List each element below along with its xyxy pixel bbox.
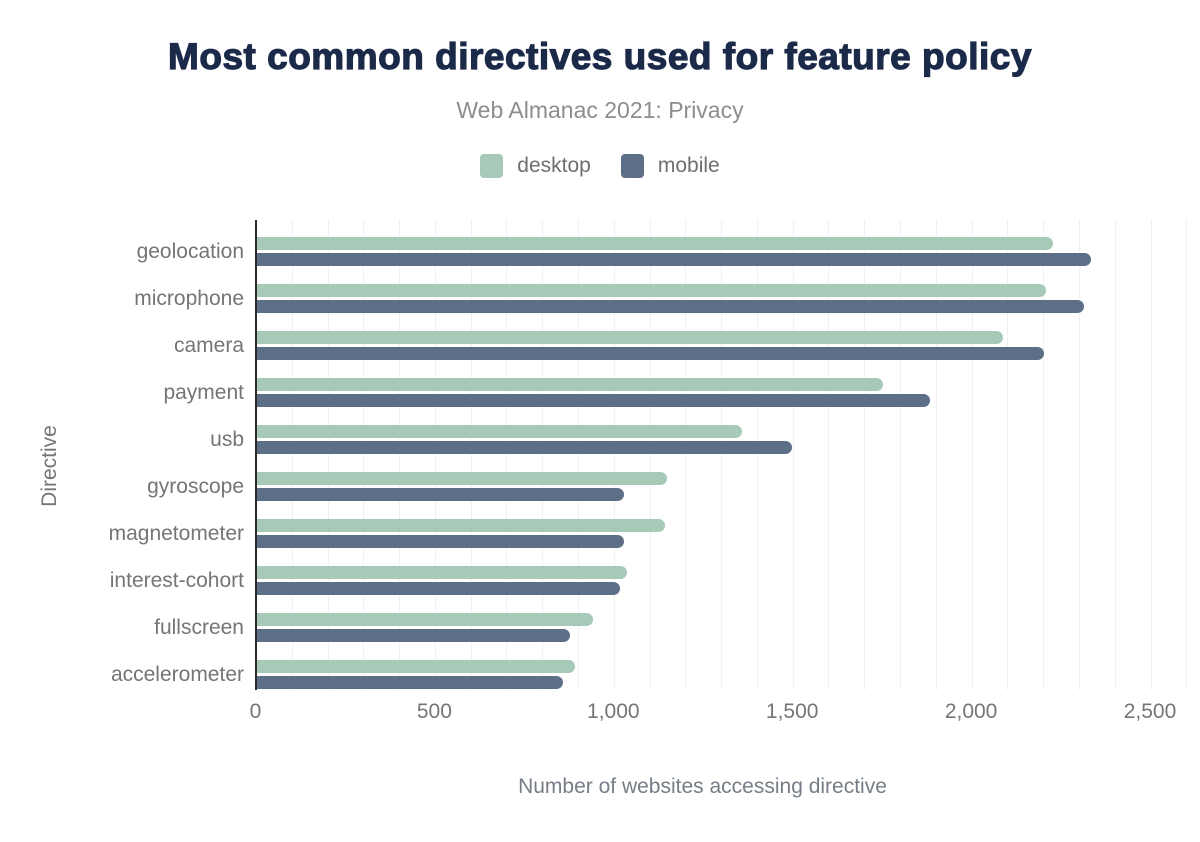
gridline-2500 <box>1150 220 1152 690</box>
bar-mobile-interest-cohort <box>257 582 621 595</box>
gridline-1200 <box>685 220 687 690</box>
gridline-200 <box>327 220 329 690</box>
y-axis-title: Directive <box>38 425 61 507</box>
bar-desktop-usb <box>257 425 742 438</box>
bar-mobile-camera <box>257 347 1045 360</box>
gridline-700 <box>506 220 508 690</box>
gridline-1400 <box>756 220 758 690</box>
x-axis-tick-labels: 0 500 1,000 1,500 2,000 2,500 <box>0 700 1200 726</box>
gridline-2200 <box>1043 220 1045 690</box>
gridline-1700 <box>864 220 866 690</box>
category-label-gyroscope: gyroscope <box>147 474 244 498</box>
gridline-300 <box>363 220 365 690</box>
gridline-2300 <box>1078 220 1080 690</box>
bar-desktop-payment <box>257 378 884 391</box>
plot-area <box>255 220 1200 690</box>
gridline-900 <box>578 220 580 690</box>
legend: desktop mobile <box>0 153 1200 179</box>
gridline-1500 <box>792 220 794 690</box>
gridline-2000 <box>971 220 973 690</box>
y-axis-line <box>255 220 257 690</box>
category-label-magnetometer: magnetometer <box>108 521 244 545</box>
bar-mobile-payment <box>257 394 930 407</box>
x-axis-title: Number of websites accessing directive <box>518 775 887 798</box>
category-label-interest-cohort: interest-cohort <box>109 568 244 592</box>
gridline-1600 <box>828 220 830 690</box>
bar-mobile-fullscreen <box>257 629 571 642</box>
x-tick-1500: 1,500 <box>765 700 819 723</box>
legend-swatch-desktop <box>480 154 504 178</box>
legend-label-desktop: desktop <box>517 154 591 177</box>
category-label-geolocation: geolocation <box>136 239 244 263</box>
gridline-100 <box>291 220 293 690</box>
chart-title: Most common directives used for feature … <box>167 35 1032 77</box>
gridline-1300 <box>721 220 723 690</box>
x-tick-0: 0 <box>249 700 262 723</box>
bar-mobile-microphone <box>257 300 1084 313</box>
category-label-accelerometer: accelerometer <box>110 662 244 686</box>
bar-desktop-fullscreen <box>257 613 594 626</box>
bar-mobile-geolocation <box>257 253 1091 266</box>
bar-desktop-accelerometer <box>257 660 576 673</box>
x-tick-2500: 2,500 <box>1123 700 1177 723</box>
bar-mobile-usb <box>257 441 792 454</box>
x-tick-2000: 2,000 <box>944 700 998 723</box>
category-label-usb: usb <box>210 427 244 451</box>
gridline-500 <box>434 220 436 690</box>
gridline-1800 <box>900 220 902 690</box>
x-tick-500: 500 <box>416 700 452 723</box>
bar-mobile-magnetometer <box>257 535 624 548</box>
bar-desktop-geolocation <box>257 237 1054 250</box>
gridline-2400 <box>1114 220 1116 690</box>
legend-item-mobile: mobile <box>620 154 720 178</box>
gridline-1100 <box>649 220 651 690</box>
gridline-2100 <box>1007 220 1009 690</box>
gridline-400 <box>399 220 401 690</box>
bar-desktop-gyroscope <box>257 472 667 485</box>
gridline-2600 <box>1186 220 1188 690</box>
legend-swatch-mobile <box>620 154 644 178</box>
category-label-camera: camera <box>173 333 244 357</box>
legend-label-mobile: mobile <box>657 154 720 177</box>
bar-mobile-gyroscope <box>257 488 624 501</box>
bar-desktop-camera <box>257 331 1003 344</box>
category-label-payment: payment <box>163 380 244 404</box>
bar-desktop-microphone <box>257 284 1046 297</box>
category-label-microphone: microphone <box>134 286 244 310</box>
x-tick-1000: 1,000 <box>587 700 640 723</box>
bar-desktop-interest-cohort <box>257 566 628 579</box>
category-label-fullscreen: fullscreen <box>154 615 244 639</box>
bar-mobile-accelerometer <box>257 676 563 689</box>
bar-desktop-magnetometer <box>257 519 665 532</box>
gridline-600 <box>470 220 472 690</box>
y-axis-category-labels: geolocation microphone camera payment usb gyr… <box>0 220 244 690</box>
legend-item-desktop: desktop <box>480 154 591 178</box>
chart-subtitle: Web Almanac 2021: Privacy <box>456 97 744 123</box>
gridline-1000 <box>613 220 615 690</box>
gridline-1900 <box>935 220 937 690</box>
gridline-800 <box>542 220 544 690</box>
